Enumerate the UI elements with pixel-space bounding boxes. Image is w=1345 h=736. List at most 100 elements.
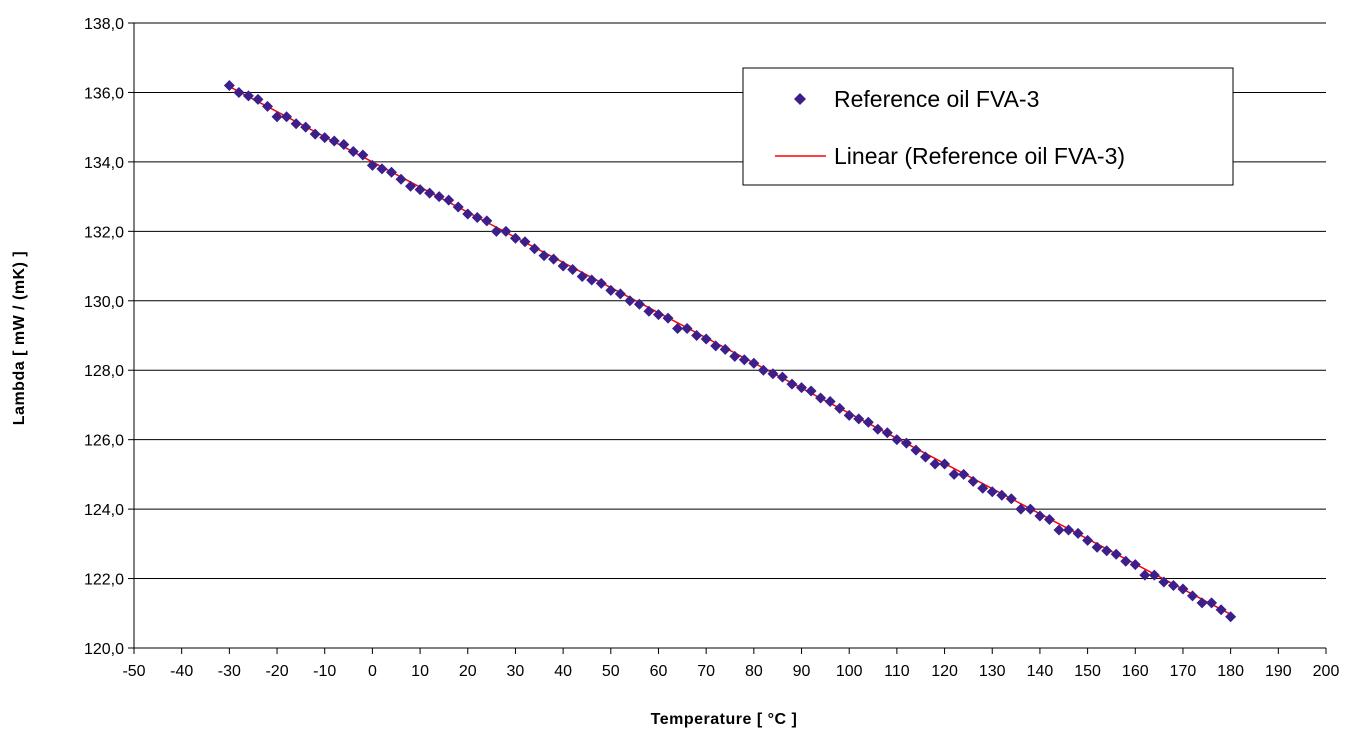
x-tick-label: 120 [931,663,958,680]
data-point [1177,583,1189,595]
data-point [1024,503,1036,515]
data-point [796,382,808,394]
data-point [815,392,827,404]
data-points [223,80,1237,623]
x-tick-label: 160 [1122,663,1149,680]
x-tick-label: 140 [1027,663,1054,680]
data-point [891,434,903,446]
data-point [939,458,951,470]
data-point [1063,524,1075,536]
data-point [729,350,741,362]
x-tick-label: 110 [884,663,910,680]
data-point [338,139,350,151]
data-point [576,270,588,282]
data-point [767,368,779,380]
x-tick-label: 10 [411,663,429,680]
data-point [853,413,865,425]
data-point [490,225,502,237]
data-point [967,475,979,487]
x-tick-label: 200 [1313,663,1340,680]
trendline [229,85,1231,615]
data-point [414,184,426,196]
data-point [748,357,760,369]
data-point [405,180,417,192]
data-point [1015,503,1027,515]
data-point [347,145,359,157]
x-tick-label: 190 [1265,663,1292,680]
data-point [691,330,703,341]
data-point [843,409,855,421]
data-point [1120,555,1132,567]
data-point [319,132,331,144]
x-tick-label: -30 [218,663,241,680]
legend: Reference oil FVA-3 Linear (Reference oi… [742,67,1234,186]
data-point [681,323,693,335]
data-point [1091,541,1103,553]
x-tick-label: 170 [1170,663,1197,680]
data-point [1139,569,1151,581]
x-tick-label: 130 [979,663,1006,680]
x-tick-label: 180 [1217,663,1244,680]
x-tick-label: -10 [313,663,336,680]
data-point [500,225,512,237]
x-tick-label: 70 [697,663,715,680]
x-tick-label: 20 [459,663,477,680]
y-tick-label: 132,0 [84,224,124,241]
data-point [643,305,655,317]
x-tick-label: 100 [836,663,863,680]
y-tick-label: 122,0 [84,572,124,589]
data-point [986,486,998,498]
data-point [252,93,264,105]
data-point [834,402,846,414]
x-tick-label: 90 [793,663,811,680]
y-tick-label: 128,0 [84,363,124,380]
data-point [996,489,1008,501]
x-tick-label: 150 [1074,663,1101,680]
data-point [958,468,970,480]
data-point [595,277,607,289]
data-point [548,253,560,265]
data-point [1206,597,1218,609]
x-tick-label: 80 [745,663,763,680]
data-point [1186,590,1198,602]
data-point [1167,580,1179,591]
data-point [805,385,817,397]
data-point [233,86,245,98]
data-point [567,264,579,276]
data-point [1158,576,1170,588]
data-point [586,274,598,286]
data-point [719,343,731,355]
data-point [1101,545,1113,557]
data-point [738,354,750,366]
data-point [376,163,388,175]
data-point [919,451,931,463]
data-point [872,423,884,435]
data-point [786,378,798,390]
y-tick-label: 126,0 [84,433,124,450]
data-point [1196,597,1208,609]
legend-entry-scatter: Reference oil FVA-3 [834,86,1039,112]
data-point [1005,493,1017,505]
data-point [300,121,312,133]
data-point [614,288,626,300]
data-point [662,312,674,324]
data-point [271,111,283,123]
data-point [519,236,531,248]
data-point [1148,569,1160,581]
y-axis-title: Lambda [ mW / (mK) ] [11,251,28,425]
data-point [977,482,989,494]
x-tick-label: 0 [368,663,377,680]
data-point [557,260,569,272]
y-tick-label: 136,0 [84,85,124,102]
data-point [652,309,664,321]
data-point [1215,604,1227,616]
data-point [424,187,436,199]
data-point [433,191,445,203]
data-point [900,437,912,449]
y-tick-label: 120,0 [84,641,124,658]
data-point [1082,534,1094,546]
data-point [776,371,788,383]
data-point [262,100,274,112]
data-point [881,427,893,439]
